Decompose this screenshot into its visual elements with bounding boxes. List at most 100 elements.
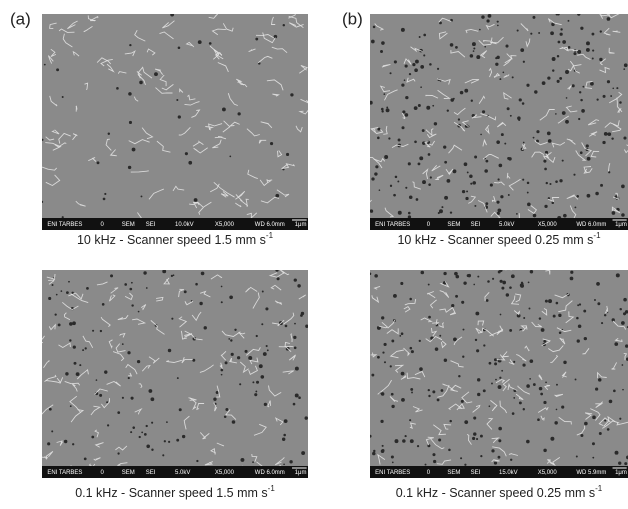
pore — [414, 140, 417, 143]
pore — [473, 50, 475, 52]
pore — [188, 161, 192, 165]
pore — [107, 424, 109, 426]
pore — [526, 384, 530, 388]
pore — [372, 452, 375, 455]
pore — [555, 113, 557, 115]
pore — [494, 358, 497, 361]
pore — [480, 134, 482, 136]
pore — [401, 126, 404, 129]
pore — [435, 347, 439, 351]
pore — [554, 421, 557, 424]
pore — [195, 283, 198, 286]
pore — [222, 108, 226, 112]
pore — [472, 42, 476, 46]
pore — [141, 431, 143, 433]
pore — [498, 178, 500, 180]
pore — [164, 440, 166, 442]
pore — [603, 95, 606, 98]
pore — [523, 408, 525, 410]
pore — [444, 359, 447, 362]
pore — [502, 281, 506, 285]
pore — [462, 190, 465, 193]
pore — [151, 397, 155, 401]
pore — [611, 137, 613, 139]
pore — [69, 322, 73, 326]
pore — [390, 72, 392, 74]
pore — [394, 60, 397, 63]
pore — [500, 314, 502, 316]
pore — [498, 439, 501, 442]
pore — [444, 196, 448, 200]
pore — [523, 317, 525, 319]
pore — [404, 79, 406, 81]
pore — [149, 389, 153, 393]
pore — [267, 349, 269, 351]
pore — [289, 460, 292, 463]
pore — [498, 456, 501, 459]
pore — [128, 92, 132, 96]
pore — [545, 382, 547, 384]
pore — [619, 101, 622, 104]
pore — [578, 118, 580, 120]
info-text: WD 5.9mm — [576, 470, 606, 476]
pore — [380, 50, 383, 53]
pore — [513, 361, 515, 363]
pore — [498, 427, 502, 431]
pore — [597, 99, 599, 101]
pore — [584, 337, 587, 340]
pore — [401, 372, 405, 376]
pore — [408, 162, 411, 165]
pore — [573, 52, 576, 55]
pore — [283, 434, 286, 437]
pore — [583, 310, 586, 313]
pore — [619, 308, 621, 310]
pore — [580, 434, 583, 437]
info-text: SEI — [471, 222, 481, 228]
pore — [426, 106, 430, 110]
pore — [456, 275, 460, 279]
pore — [432, 453, 435, 456]
pore — [499, 377, 501, 379]
pore — [584, 422, 588, 426]
pore — [600, 184, 603, 187]
pore — [259, 364, 263, 368]
info-text: SEM — [122, 222, 135, 228]
pore — [72, 443, 74, 445]
pore — [168, 349, 171, 352]
pore — [522, 363, 525, 366]
pore — [293, 336, 296, 339]
pore — [275, 194, 279, 198]
pore — [607, 428, 610, 431]
pore — [552, 69, 554, 71]
pore — [285, 325, 288, 328]
pore — [566, 97, 568, 99]
pore — [432, 390, 435, 393]
pore — [131, 304, 133, 306]
pore — [225, 361, 228, 364]
pore — [428, 153, 431, 156]
pore — [405, 96, 408, 99]
pore — [284, 419, 288, 423]
pore — [283, 24, 285, 26]
pore — [104, 193, 106, 195]
info-text: ENI TARBES — [47, 222, 82, 228]
pore — [76, 372, 80, 376]
pore — [96, 379, 98, 381]
pore — [151, 449, 153, 451]
info-text: X5,000 — [538, 222, 558, 228]
pore — [179, 408, 182, 411]
pore — [543, 449, 546, 452]
pore — [234, 329, 236, 331]
pore — [587, 157, 591, 161]
pore — [592, 50, 594, 52]
pore — [405, 187, 407, 189]
pore — [393, 294, 397, 298]
pore — [610, 95, 612, 97]
pore — [129, 44, 131, 46]
pore — [499, 164, 503, 168]
pore — [122, 397, 124, 399]
pore — [462, 356, 464, 358]
pore — [137, 360, 140, 363]
pore — [381, 316, 384, 319]
pore — [533, 137, 535, 139]
